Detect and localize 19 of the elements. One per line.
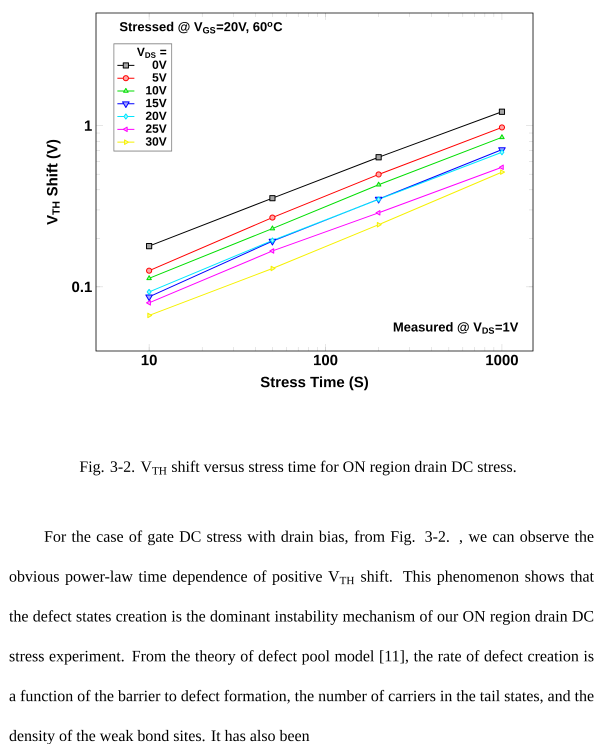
annotation: Measured @ V$_{DS}$=1V [394,322,518,334]
legend-label: 10V [146,86,167,94]
legend-label: 0V [152,60,167,69]
legend-label: 5V [152,73,167,82]
legend-label: 15V [146,98,167,108]
y-tick-label: 1 [84,120,92,131]
legend-label: 30V [146,137,167,146]
y-tick-label: 0.1 [72,282,92,292]
text: Stressed @ V$_{GS}$=20V, 60$^{o}$C [120,22,282,34]
legend-title: V$_{DS}$ = [136,48,166,58]
legend-label: 20V [146,112,167,120]
y-axis-title: V$_{TH}$ Shift (V) [46,140,60,225]
x-tick-label: 100 [314,354,338,366]
caption: Fig. 3-2. V$_{TH}$ shift versus stress time for ON region drain DC stress. [80,460,516,476]
x-tick-label: 10 [142,354,157,366]
text: For the case of gate DC stress with drain bias, from Fig. 3-2. , we can observe the obvious power-law time dependence of positive V$_{TH}$ shift. This phenomenon shows that the defect states creation is the dominant instability mechanism of our ON region drain DC stress experiment. From the theory of defect pool model [11], the rate of defect creation is a function of the barrier to defect formation, the number of carriers in the tail states, and the density of the weak bond sites. It has also been [9,530,594,744]
legend-label: 25V [146,124,167,133]
x-tick-label: 1000 [486,354,518,366]
x-axis-title: Stress Time (S) [260,376,368,390]
